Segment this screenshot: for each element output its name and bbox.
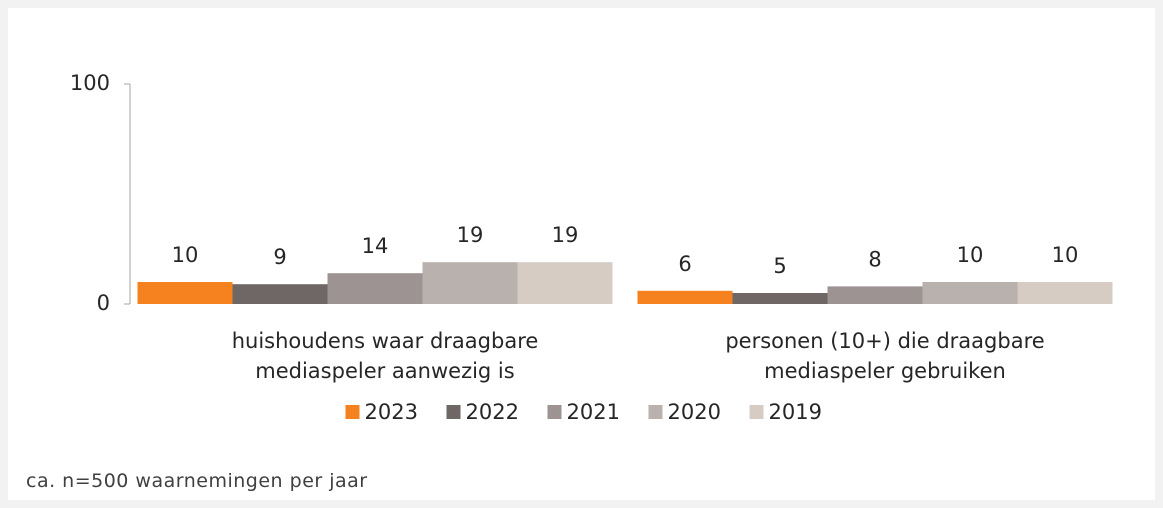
data-label: 10	[172, 243, 199, 267]
legend-label: 2020	[668, 400, 721, 424]
bar	[327, 273, 423, 304]
legend-label: 2019	[769, 400, 822, 424]
data-label: 5	[773, 254, 786, 278]
bar	[637, 290, 733, 304]
x-tick-label: huishoudens waar draagbare mediaspeler a…	[231, 329, 539, 383]
bar	[232, 284, 328, 304]
footnote: ca. n=500 waarnemingen per jaar	[26, 470, 368, 492]
data-label: 19	[552, 223, 579, 247]
data-label: 10	[1052, 243, 1079, 267]
legend-label: 2023	[365, 400, 418, 424]
data-label: 6	[678, 252, 691, 276]
legend-label: 2021	[567, 400, 620, 424]
y-tick-label: 0	[97, 291, 110, 315]
bar	[732, 293, 828, 304]
data-label: 9	[273, 245, 286, 269]
bar	[827, 286, 923, 304]
bar	[422, 262, 518, 304]
data-label: 10	[957, 243, 984, 267]
legend-swatch	[547, 405, 562, 419]
panel	[8, 8, 1155, 500]
bar	[137, 282, 233, 304]
bar	[1017, 282, 1113, 304]
legend-swatch	[446, 405, 461, 419]
bar	[517, 262, 613, 304]
legend-swatch	[648, 405, 663, 419]
data-label: 8	[868, 247, 881, 271]
data-label: 14	[362, 234, 389, 258]
legend-swatch	[749, 405, 764, 419]
data-label: 19	[457, 223, 484, 247]
y-tick-label: 100	[70, 71, 110, 95]
legend-label: 2022	[466, 400, 519, 424]
x-tick-label: personen (10+) die draagbare mediaspeler…	[725, 329, 1045, 383]
bar	[922, 282, 1018, 304]
legend-swatch	[345, 405, 360, 419]
